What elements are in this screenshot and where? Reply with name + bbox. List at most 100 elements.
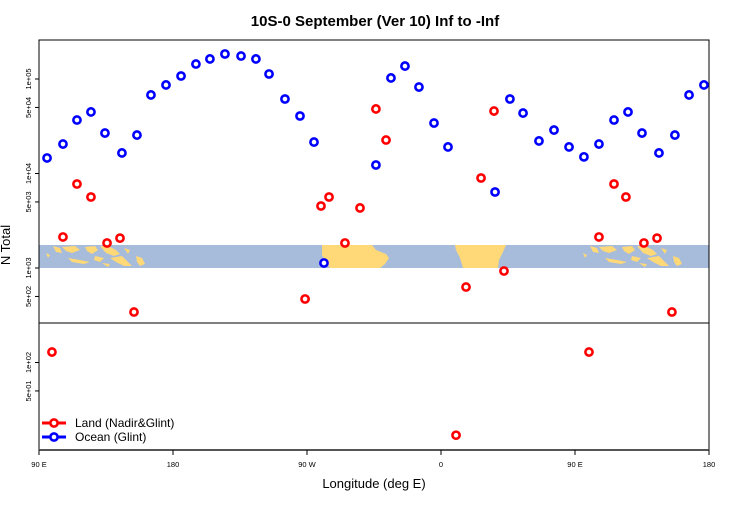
legend-label-land: Land (Nadir&Glint)	[75, 416, 174, 430]
ocean-point	[594, 139, 604, 149]
ocean-point	[371, 160, 381, 170]
land-point	[371, 104, 381, 114]
land-point	[316, 201, 326, 211]
y-tick-label: 1e+02	[24, 352, 33, 373]
land-point	[499, 266, 509, 276]
legend-label-ocean: Ocean (Glint)	[75, 430, 146, 444]
y-tick-label: 1e+05	[24, 68, 33, 89]
ocean-point	[264, 69, 274, 79]
land-point	[102, 238, 112, 248]
series-land	[47, 104, 677, 441]
ocean-point	[654, 148, 664, 158]
ocean-point	[490, 187, 500, 197]
ocean-point	[319, 258, 329, 268]
ocean-point	[518, 108, 528, 118]
map-strip	[39, 245, 709, 268]
ocean-point	[699, 80, 709, 90]
legend: Land (Nadir&Glint) Ocean (Glint)	[42, 416, 174, 444]
land-point	[476, 173, 486, 183]
ocean-point	[534, 136, 544, 146]
ocean-point	[609, 115, 619, 125]
ocean-point	[86, 107, 96, 117]
y-tick-label: 1e+04	[24, 163, 33, 184]
ocean-point	[132, 130, 142, 140]
land-masses	[46, 246, 145, 267]
y-tick-label: 5e+04	[24, 97, 33, 118]
land-point	[47, 347, 57, 357]
land-point	[609, 179, 619, 189]
ocean-point	[579, 151, 589, 162]
land-point	[355, 203, 365, 213]
ocean-point	[414, 82, 424, 92]
ocean-point	[280, 94, 290, 104]
land-point	[667, 307, 677, 317]
x-tick-label: 90 E	[31, 460, 46, 469]
land-point	[639, 238, 649, 248]
ocean-point	[670, 130, 680, 140]
land-point	[72, 179, 82, 189]
ocean-point	[564, 142, 574, 152]
south-america	[322, 245, 389, 268]
legend-item-land: Land (Nadir&Glint)	[42, 416, 174, 430]
ocean-point	[117, 148, 127, 158]
ocean-point	[309, 137, 319, 147]
land-point	[300, 294, 310, 304]
y-tick-label: 1e+03	[24, 257, 33, 278]
land-point	[621, 192, 631, 202]
ocean-point	[637, 128, 647, 138]
land-point	[489, 106, 499, 116]
ocean-point	[386, 73, 396, 83]
x-tick-label: 0	[439, 460, 443, 469]
ocean-point	[505, 94, 515, 104]
series-ocean	[42, 49, 709, 268]
ocean-point	[161, 80, 171, 90]
chart-title: 10S-0 September (Ver 10) Inf to -Inf	[251, 13, 500, 30]
land-point	[115, 233, 125, 244]
x-axis: 90 E 180 90 W 0 90 E 180	[31, 450, 715, 469]
y-axis-label: N Total	[0, 225, 13, 265]
ocean-point	[220, 49, 230, 59]
land-point	[340, 238, 350, 248]
y-tick-label: 5e+03	[24, 191, 33, 212]
y-tick-label: 5e+01	[24, 380, 33, 401]
ocean-point	[549, 125, 559, 135]
x-tick-label: 90 W	[298, 460, 316, 469]
ocean-point	[251, 54, 261, 64]
land-point	[594, 232, 604, 242]
africa	[455, 245, 506, 268]
land-point	[324, 192, 334, 202]
land-point	[461, 282, 471, 292]
x-tick-label: 180	[167, 460, 180, 469]
ocean-point	[295, 111, 305, 121]
ocean-point	[429, 118, 439, 128]
land-point	[86, 192, 96, 202]
legend-item-ocean: Ocean (Glint)	[42, 430, 146, 444]
ocean-point	[176, 71, 186, 81]
ocean-point	[58, 139, 68, 149]
land-point	[129, 307, 139, 317]
legend-marker-land	[49, 418, 59, 428]
land-point	[652, 233, 662, 244]
ocean-point	[100, 128, 110, 138]
ocean-point	[236, 51, 246, 61]
x-tick-label: 180	[703, 460, 716, 469]
y-tick-label: 5e+02	[24, 286, 33, 307]
data-points	[42, 49, 709, 441]
land-point	[58, 232, 68, 242]
x-axis-label: Longitude (deg E)	[322, 476, 425, 491]
ocean-point	[191, 59, 201, 69]
ocean-point	[443, 142, 453, 152]
land-point	[381, 135, 391, 145]
ocean-point	[146, 90, 156, 100]
land-point	[584, 347, 594, 357]
ocean-point	[205, 54, 215, 64]
ocean-point	[623, 107, 633, 117]
legend-marker-ocean	[49, 432, 59, 442]
land-point	[451, 430, 461, 441]
ocean-point	[72, 115, 82, 125]
y-axis: 1e+05 5e+04 1e+04 5e+03 1e+03 5e+02 1e+02 5e+01	[24, 68, 39, 401]
ocean-point	[42, 153, 52, 163]
x-tick-label: 90 E	[567, 460, 582, 469]
ocean-point	[400, 61, 410, 71]
